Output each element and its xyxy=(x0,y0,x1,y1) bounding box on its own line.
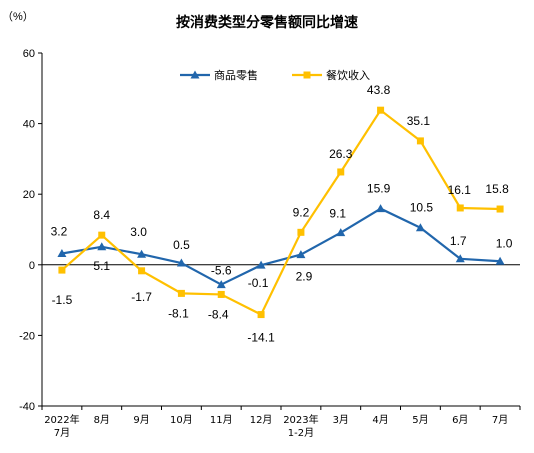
x-tick-label: 10月 xyxy=(170,414,193,426)
legend-marker-triangle xyxy=(190,70,200,79)
data-point-square xyxy=(98,231,106,239)
data-label: 0.5 xyxy=(173,238,190,252)
data-point-square xyxy=(257,311,265,319)
data-label: 15.8 xyxy=(485,182,509,196)
data-label: 2.9 xyxy=(296,270,313,284)
y-tick-label: -20 xyxy=(19,330,35,342)
data-point-square xyxy=(138,267,146,275)
data-point-triangle xyxy=(455,254,465,263)
legend-marker-square xyxy=(303,71,311,79)
data-point-square xyxy=(377,106,385,114)
x-tick-label: 7月 xyxy=(492,414,508,426)
data-label: -5.6 xyxy=(211,264,232,278)
y-tick-label: 0 xyxy=(29,260,35,272)
data-label: -0.1 xyxy=(248,276,269,290)
series-line xyxy=(61,207,501,286)
data-point-square xyxy=(456,204,464,212)
data-label: 1.7 xyxy=(450,234,467,248)
data-point-triangle xyxy=(495,256,505,265)
data-label: 3.2 xyxy=(51,225,68,239)
x-tick-label: 5月 xyxy=(412,414,428,426)
data-point-triangle xyxy=(216,280,226,289)
data-point-triangle xyxy=(137,249,147,258)
data-label: 9.2 xyxy=(293,205,310,219)
data-point-triangle xyxy=(97,242,107,251)
data-label: 9.1 xyxy=(329,207,346,221)
data-point-square xyxy=(58,266,66,274)
data-point-triangle xyxy=(296,250,306,259)
x-tick-label: 4月 xyxy=(372,414,388,426)
y-axis-unit: （%） xyxy=(2,10,34,23)
data-point-square xyxy=(297,228,305,236)
data-label: -1.5 xyxy=(52,293,73,307)
x-tick-label: 9月 xyxy=(133,414,149,426)
data-label: 15.9 xyxy=(367,182,391,196)
x-tick-label: 2023年 xyxy=(283,413,318,426)
legend-label: 餐饮收入 xyxy=(326,68,370,82)
x-tick-label: 6月 xyxy=(452,414,468,426)
data-label: -14.1 xyxy=(247,331,275,345)
y-tick-label: -40 xyxy=(19,401,35,413)
chart-title: 按消费类型分零售额同比增速 xyxy=(176,14,358,31)
series-1: 3.2 5.1 3.0 0.5 -5.6 -0.1 2.9 9.1 15.9 10.5 1.7 1.0 xyxy=(51,182,513,290)
series-layer: 3.2 5.1 3.0 0.5 -5.6 -0.1 2.9 9.1 15.9 10.5 1.7 1.0… xyxy=(51,83,513,344)
data-label: 16.1 xyxy=(448,183,472,197)
data-label: 3.0 xyxy=(130,225,147,239)
data-label: 1.0 xyxy=(496,236,513,250)
legend-label: 商品零售 xyxy=(214,68,258,82)
x-tick-label: 7月 xyxy=(54,427,70,439)
data-point-square xyxy=(337,168,345,176)
data-point-square xyxy=(217,290,225,298)
data-label: 5.1 xyxy=(93,259,110,273)
legend: 商品零售 餐饮收入 xyxy=(180,68,370,82)
x-tick-label: 12月 xyxy=(250,414,273,426)
y-tick-label: 60 xyxy=(23,48,35,60)
x-tick-label: 11月 xyxy=(210,414,233,426)
data-label: 26.3 xyxy=(329,147,353,161)
data-label: 8.4 xyxy=(93,208,110,222)
x-tick-label: 3月 xyxy=(333,414,349,426)
data-label: -8.4 xyxy=(208,307,229,321)
data-point-triangle xyxy=(256,260,266,269)
data-label: 43.8 xyxy=(367,83,391,97)
data-label: -8.1 xyxy=(168,306,189,320)
y-tick-label: 40 xyxy=(23,119,35,131)
x-tick-label: 2022年 xyxy=(44,413,79,426)
y-tick-label: 20 xyxy=(23,189,35,201)
data-point-triangle xyxy=(376,204,386,213)
data-point-triangle xyxy=(415,223,425,232)
data-point-triangle xyxy=(176,258,186,267)
data-label: -1.7 xyxy=(131,290,152,304)
data-label: 35.1 xyxy=(407,114,431,128)
data-point-triangle xyxy=(57,249,67,258)
x-tick-label: 1-2月 xyxy=(288,427,314,439)
data-point-square xyxy=(496,205,504,213)
series-2: -1.5 8.4 -1.7 -8.1 -8.4 -14.1 9.2 26.3 43.8 35.1 1… xyxy=(52,83,510,344)
data-label: 10.5 xyxy=(410,201,434,215)
series-line xyxy=(61,109,501,316)
x-tick-label: 8月 xyxy=(94,414,110,426)
data-point-triangle xyxy=(336,228,346,237)
data-point-square xyxy=(177,289,185,297)
data-point-square xyxy=(416,137,424,145)
